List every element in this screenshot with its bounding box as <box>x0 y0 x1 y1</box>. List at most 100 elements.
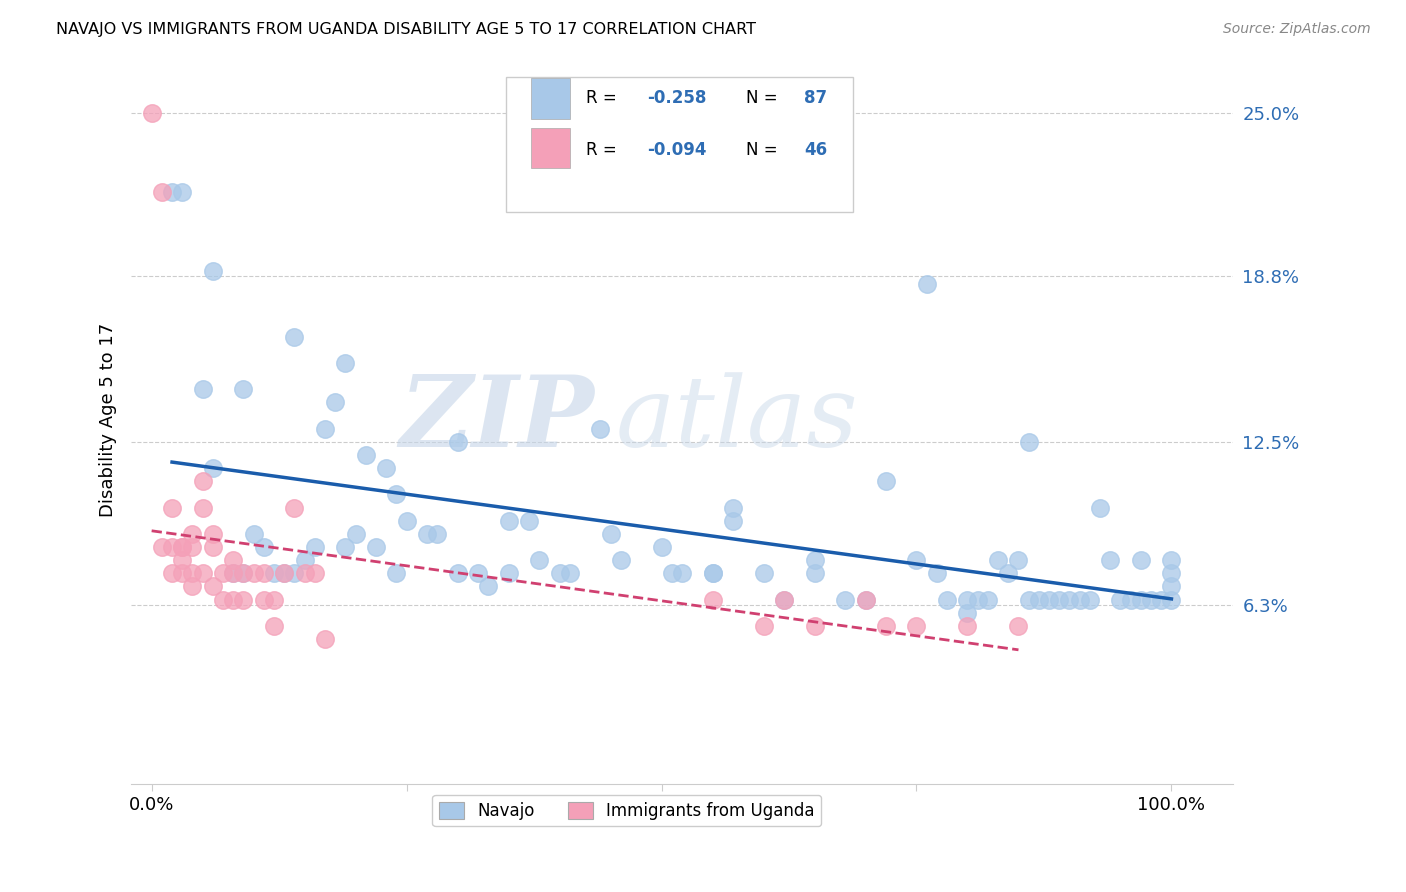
Point <box>855 592 877 607</box>
FancyBboxPatch shape <box>531 128 569 168</box>
Point <box>651 540 673 554</box>
Point <box>1018 434 1040 449</box>
Point <box>803 553 825 567</box>
Point <box>721 514 744 528</box>
Point <box>160 540 183 554</box>
Point <box>1088 500 1111 515</box>
Point <box>283 500 305 515</box>
Point <box>181 526 204 541</box>
Point <box>1140 592 1163 607</box>
Point <box>335 540 357 554</box>
Text: R =: R = <box>586 89 621 107</box>
Point <box>283 566 305 581</box>
Point <box>242 566 264 581</box>
Point <box>1059 592 1081 607</box>
Point <box>273 566 295 581</box>
Point <box>803 619 825 633</box>
Point <box>181 566 204 581</box>
Point <box>385 487 408 501</box>
Point <box>671 566 693 581</box>
Point <box>527 553 550 567</box>
Text: ZIP: ZIP <box>399 371 593 467</box>
Point <box>997 566 1019 581</box>
Point <box>977 592 1000 607</box>
Text: atlas: atlas <box>616 372 859 467</box>
Point <box>1047 592 1070 607</box>
Point <box>314 632 336 646</box>
Point <box>172 185 194 199</box>
Point <box>344 526 367 541</box>
Point <box>172 566 194 581</box>
Point <box>1109 592 1132 607</box>
Point <box>855 592 877 607</box>
Point <box>172 553 194 567</box>
Point <box>905 619 928 633</box>
Point <box>1078 592 1101 607</box>
Point <box>181 579 204 593</box>
Point <box>160 500 183 515</box>
Point <box>1129 553 1152 567</box>
Point <box>191 382 214 396</box>
Point <box>172 540 194 554</box>
Point <box>283 329 305 343</box>
Text: 46: 46 <box>804 141 827 159</box>
Point <box>498 566 520 581</box>
Point <box>721 500 744 515</box>
Point <box>395 514 418 528</box>
Point <box>172 540 194 554</box>
Point <box>1160 579 1182 593</box>
Text: Source: ZipAtlas.com: Source: ZipAtlas.com <box>1223 22 1371 37</box>
Point <box>1150 592 1173 607</box>
Point <box>160 185 183 199</box>
Point <box>446 434 468 449</box>
Point <box>446 566 468 581</box>
Point <box>141 106 163 120</box>
Point <box>1038 592 1060 607</box>
Point <box>294 566 316 581</box>
Point <box>364 540 387 554</box>
Point <box>661 566 683 581</box>
Point <box>1160 592 1182 607</box>
Point <box>773 592 796 607</box>
FancyBboxPatch shape <box>531 78 569 119</box>
Point <box>875 475 897 489</box>
Point <box>150 540 173 554</box>
FancyBboxPatch shape <box>506 77 852 211</box>
Point <box>314 422 336 436</box>
Text: R =: R = <box>586 141 621 159</box>
Point <box>160 566 183 581</box>
Point <box>323 395 346 409</box>
Text: N =: N = <box>745 141 783 159</box>
Point <box>191 500 214 515</box>
Point <box>232 566 254 581</box>
Point <box>1069 592 1091 607</box>
Point <box>1028 592 1050 607</box>
Point <box>385 566 408 581</box>
Point <box>1160 566 1182 581</box>
Point <box>212 566 235 581</box>
Point <box>752 566 775 581</box>
Point <box>517 514 540 528</box>
Point <box>498 514 520 528</box>
Point <box>548 566 571 581</box>
Point <box>222 566 245 581</box>
Point <box>956 619 979 633</box>
Point <box>304 566 326 581</box>
Text: N =: N = <box>745 89 783 107</box>
Point <box>201 461 224 475</box>
Point <box>201 579 224 593</box>
Point <box>222 592 245 607</box>
Point <box>375 461 398 475</box>
Point <box>212 592 235 607</box>
Point <box>1160 553 1182 567</box>
Point <box>232 382 254 396</box>
Point <box>987 553 1010 567</box>
Point <box>201 526 224 541</box>
Point <box>467 566 489 581</box>
Point <box>599 526 621 541</box>
Point <box>1129 592 1152 607</box>
Point <box>915 277 938 291</box>
Point <box>702 592 724 607</box>
Text: 87: 87 <box>804 89 827 107</box>
Point <box>191 566 214 581</box>
